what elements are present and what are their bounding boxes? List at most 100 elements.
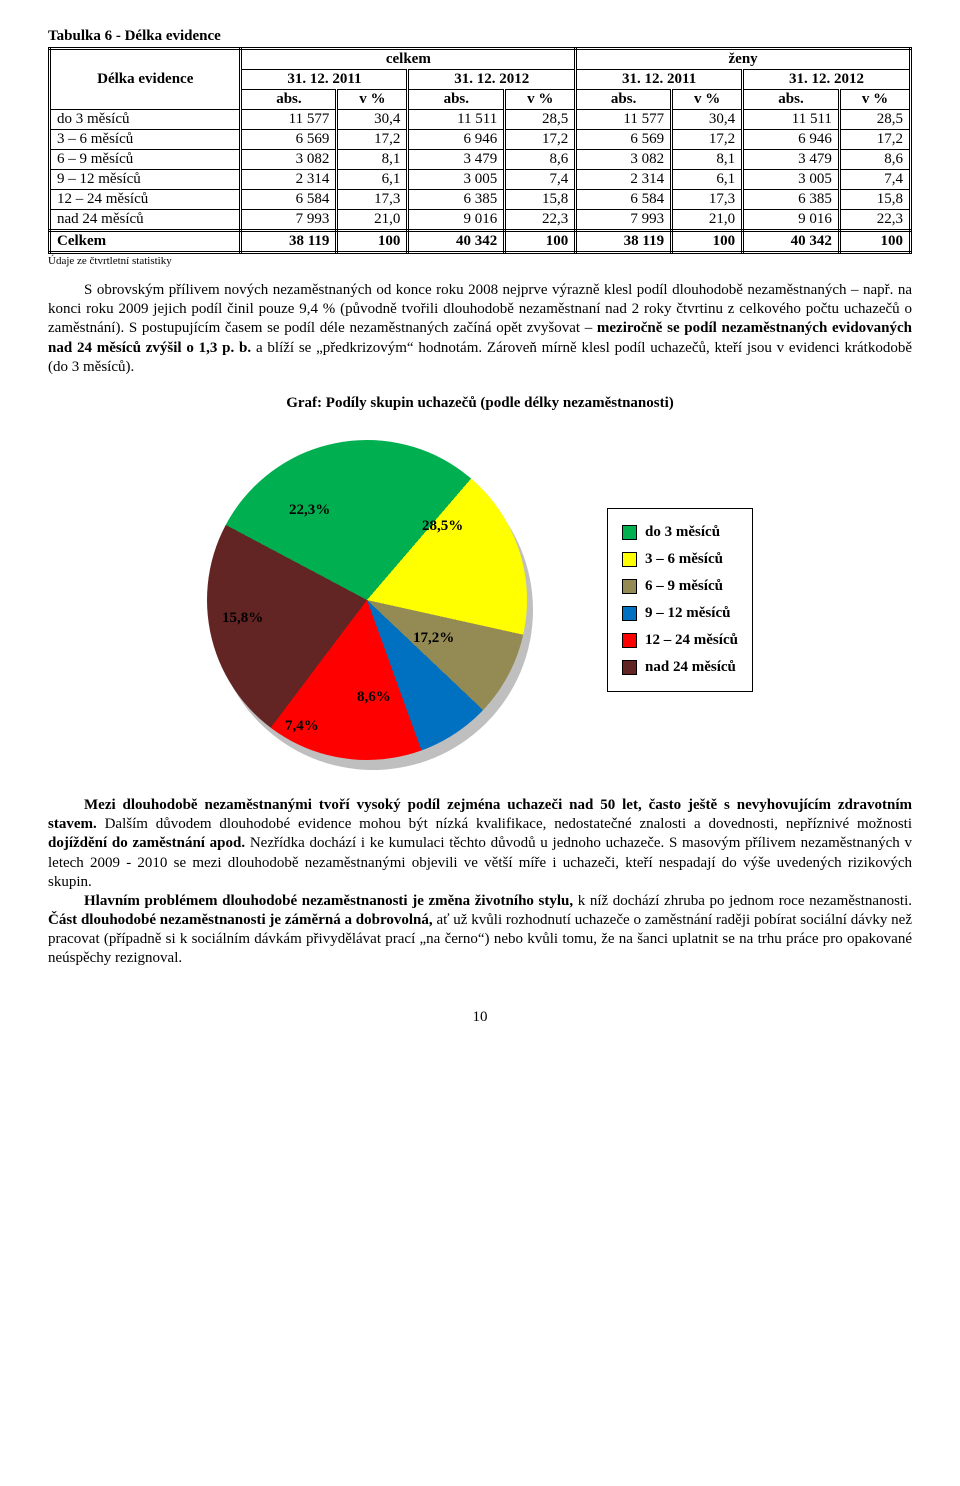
th-sub: abs.: [408, 90, 505, 110]
td-cell: 3 082: [576, 150, 672, 170]
td-cell: 8,6: [505, 150, 576, 170]
td-cell: 3 479: [408, 150, 505, 170]
pie-slice-label: 7,4%: [285, 718, 319, 735]
td-cell: 9 016: [743, 210, 840, 231]
td-cell: 28,5: [839, 110, 910, 130]
td-cell: 2 314: [576, 170, 672, 190]
td-total: 40 342: [408, 231, 505, 253]
td-cell: 6 569: [576, 130, 672, 150]
table-caption: Tabulka 6 - Délka evidence: [48, 28, 912, 45]
legend-swatch: [622, 606, 637, 621]
td-total: 40 342: [743, 231, 840, 253]
td-cell: 11 577: [241, 110, 337, 130]
pie-slice-label: 8,6%: [357, 689, 391, 706]
th-sub: abs.: [576, 90, 672, 110]
td-cell: 7,4: [839, 170, 910, 190]
td-cell: 6 385: [743, 190, 840, 210]
legend-item: 3 – 6 měsíců: [622, 546, 738, 573]
td-label: 3 – 6 měsíců: [50, 130, 241, 150]
legend-item: do 3 měsíců: [622, 519, 738, 546]
td-label: nad 24 měsíců: [50, 210, 241, 231]
td-cell: 6 569: [241, 130, 337, 150]
p3-b2: Část dlouhodobé nezaměstnanosti je záměr…: [48, 912, 433, 928]
pie-slice-label: 28,5%: [422, 518, 463, 535]
td-cell: 8,6: [839, 150, 910, 170]
th-sub: abs.: [743, 90, 840, 110]
td-cell: 7 993: [576, 210, 672, 231]
td-cell: 17,2: [672, 130, 743, 150]
td-cell: 30,4: [337, 110, 408, 130]
pie-slice-label: 22,3%: [289, 502, 330, 519]
td-cell: 7,4: [505, 170, 576, 190]
th-celkem: celkem: [241, 49, 576, 70]
td-total-label: Celkem: [50, 231, 241, 253]
td-cell: 6 946: [408, 130, 505, 150]
td-label: do 3 měsíců: [50, 110, 241, 130]
p2-b2: dojíždění do zaměstnání apod.: [48, 835, 245, 851]
th-date: 31. 12. 2012: [408, 70, 576, 90]
td-label: 9 – 12 měsíců: [50, 170, 241, 190]
th-sub: v %: [672, 90, 743, 110]
td-total: 38 119: [241, 231, 337, 253]
th-date: 31. 12. 2012: [743, 70, 911, 90]
th-sub: v %: [839, 90, 910, 110]
td-cell: 6 946: [743, 130, 840, 150]
legend-label: do 3 měsíců: [645, 524, 720, 541]
td-cell: 22,3: [839, 210, 910, 231]
td-total: 100: [505, 231, 576, 253]
td-cell: 8,1: [672, 150, 743, 170]
p3-t1: k níž dochází zhruba po jednom roce neza…: [573, 893, 912, 909]
td-cell: 3 479: [743, 150, 840, 170]
legend-swatch: [622, 552, 637, 567]
th-sub: abs.: [241, 90, 337, 110]
td-cell: 11 511: [743, 110, 840, 130]
td-cell: 3 082: [241, 150, 337, 170]
table-footnote: Údaje ze čtvrtletní statistiky: [48, 255, 912, 267]
td-cell: 6,1: [337, 170, 408, 190]
th-date: 31. 12. 2011: [576, 70, 743, 90]
legend-label: nad 24 měsíců: [645, 659, 736, 676]
td-cell: 21,0: [672, 210, 743, 231]
td-cell: 11 511: [408, 110, 505, 130]
td-cell: 28,5: [505, 110, 576, 130]
th-rowhead: Délka evidence: [50, 49, 241, 110]
pie-chart-area: 28,5% 17,2% 8,6% 7,4% 15,8% 22,3% do 3 měsíců…: [48, 440, 912, 760]
td-cell: 17,2: [839, 130, 910, 150]
td-cell: 3 005: [743, 170, 840, 190]
td-cell: 17,2: [505, 130, 576, 150]
legend-label: 9 – 12 měsíců: [645, 605, 730, 622]
page-number: 10: [48, 1009, 912, 1026]
td-cell: 17,3: [672, 190, 743, 210]
legend-swatch: [622, 579, 637, 594]
th-sub: v %: [337, 90, 408, 110]
legend-swatch: [622, 633, 637, 648]
td-cell: 6,1: [672, 170, 743, 190]
td-cell: 6 584: [576, 190, 672, 210]
pie-slice-label: 15,8%: [222, 610, 263, 627]
td-total: 38 119: [576, 231, 672, 253]
paragraph-1: S obrovským přílivem nových nezaměstnaný…: [48, 281, 912, 377]
td-cell: 7 993: [241, 210, 337, 231]
legend-swatch: [622, 660, 637, 675]
legend-item: 6 – 9 měsíců: [622, 573, 738, 600]
pie-slices: [207, 440, 527, 760]
legend-label: 3 – 6 měsíců: [645, 551, 723, 568]
caption-light: Délka evidence: [121, 28, 221, 44]
td-cell: 30,4: [672, 110, 743, 130]
td-cell: 17,2: [337, 130, 408, 150]
td-cell: 6 385: [408, 190, 505, 210]
td-cell: 8,1: [337, 150, 408, 170]
td-cell: 17,3: [337, 190, 408, 210]
td-label: 12 – 24 měsíců: [50, 190, 241, 210]
pie-slice-label: 17,2%: [413, 630, 454, 647]
data-table: Délka evidence celkem ženy 31. 12. 2011 …: [48, 47, 912, 254]
td-total: 100: [839, 231, 910, 253]
caption-bold: Tabulka 6 -: [48, 28, 121, 44]
td-label: 6 – 9 měsíců: [50, 150, 241, 170]
legend-label: 12 – 24 měsíců: [645, 632, 738, 649]
td-cell: 15,8: [839, 190, 910, 210]
td-total: 100: [337, 231, 408, 253]
th-date: 31. 12. 2011: [241, 70, 408, 90]
td-cell: 6 584: [241, 190, 337, 210]
th-sub: v %: [505, 90, 576, 110]
